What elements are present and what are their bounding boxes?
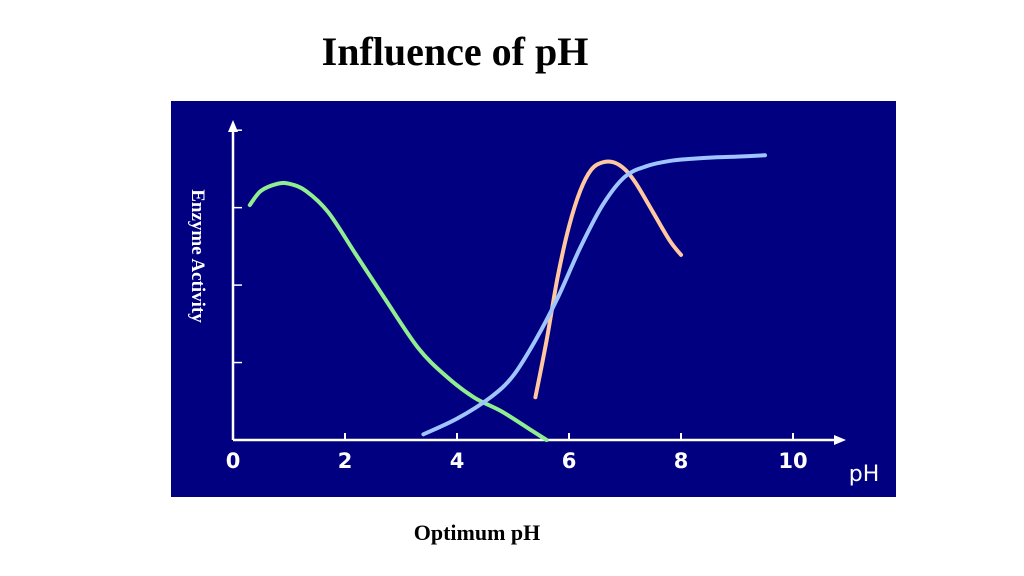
x-axis-arrow-icon [834, 435, 846, 445]
series-line-blue [421, 153, 767, 437]
series-layer [247, 153, 767, 442]
x-tick-label: 0 [226, 449, 241, 473]
x-tick-label: 6 [562, 449, 577, 473]
chart-svg: 0 2 4 6 8 10 pH Enzyme Activity [187, 120, 879, 487]
x-axis-label: pH [849, 462, 880, 487]
series-line-green [247, 180, 549, 442]
caption-optimum-ph: Optimum pH [413, 520, 541, 545]
y-axis-arrow-icon [228, 120, 238, 132]
chart-panel: 0 2 4 6 8 10 pH Enzyme Activity [171, 101, 896, 497]
x-tick-label: 4 [450, 449, 465, 473]
axes-layer [228, 120, 846, 445]
x-tick-label: 8 [674, 449, 689, 473]
slide-title: Influence of pH [321, 29, 589, 74]
x-tick-label: 2 [338, 449, 353, 473]
x-tick-label: 10 [778, 449, 807, 473]
series-line-orange [533, 159, 683, 400]
labels-layer: 0 2 4 6 8 10 pH Enzyme Activity [187, 189, 879, 487]
y-axis-label: Enzyme Activity [187, 189, 208, 323]
